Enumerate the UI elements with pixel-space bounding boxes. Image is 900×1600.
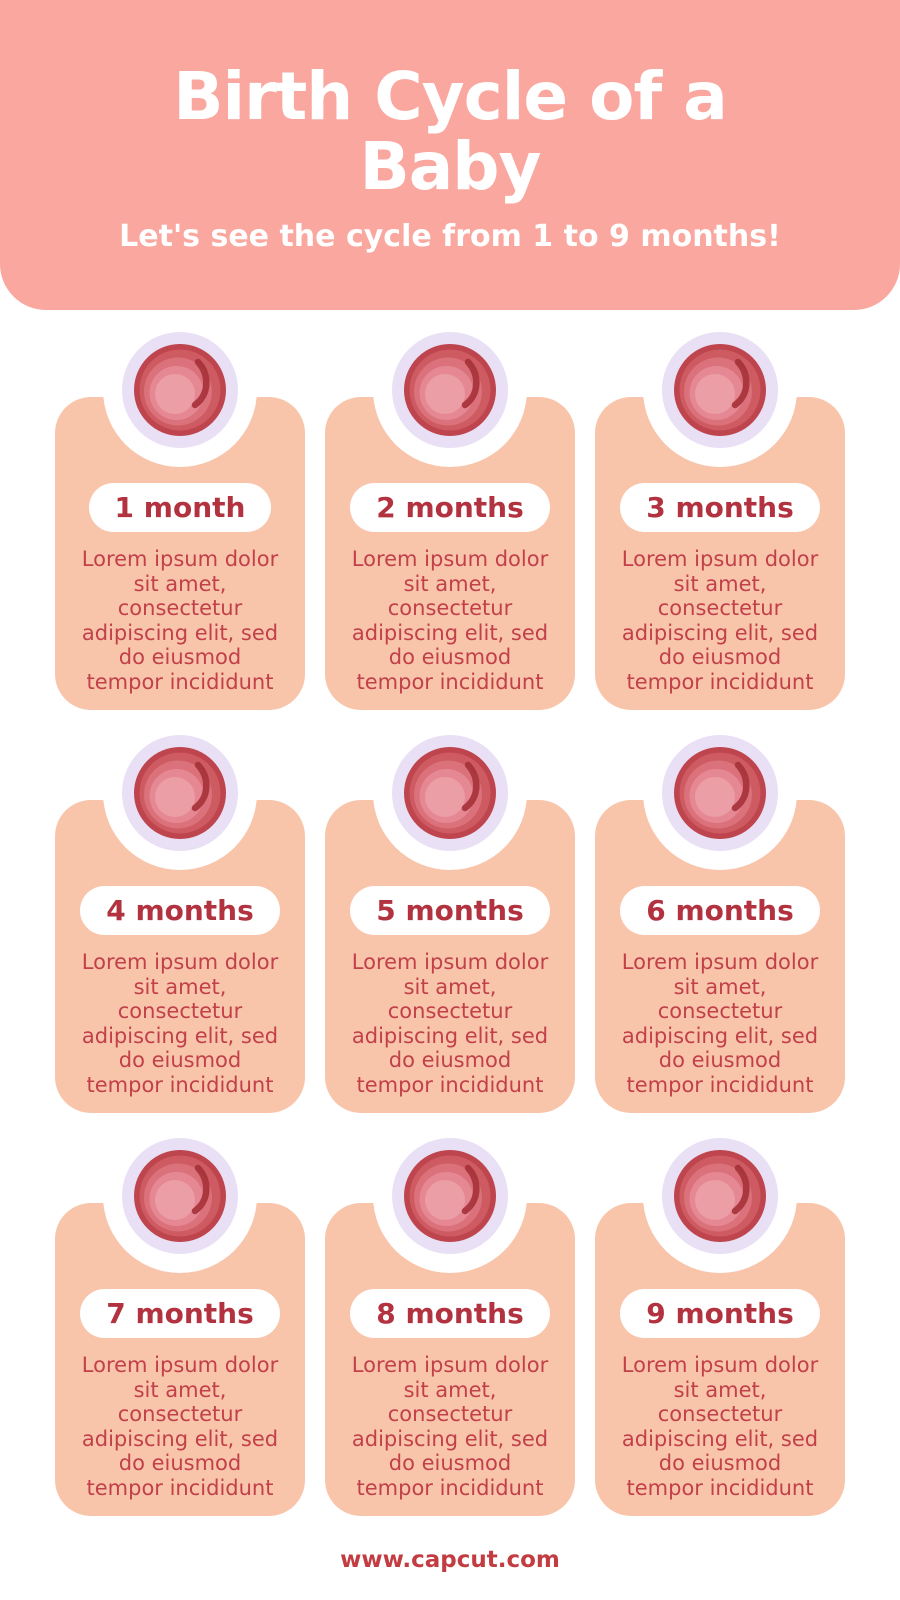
month-card-8: 8 months Lorem ipsum dolor sit amet, con…: [325, 1119, 575, 1516]
month-label-pill: 9 months: [620, 1289, 820, 1338]
footer: www.capcut.com: [0, 1547, 900, 1573]
page-title: Birth Cycle of a Baby: [173, 58, 728, 205]
womb-illustration: [122, 1138, 238, 1254]
month-label: 4 months: [106, 894, 254, 927]
fetus-month-9-icon: [662, 1138, 778, 1254]
card-description: Lorem ipsum dolor sit amet, consectetur …: [81, 1353, 279, 1500]
card-description: Lorem ipsum dolor sit amet, consectetur …: [621, 950, 819, 1097]
womb-illustration: [122, 332, 238, 448]
month-card-1: 1 month Lorem ipsum dolor sit amet, cons…: [55, 313, 305, 710]
month-label-pill: 6 months: [620, 886, 820, 935]
month-card-4: 4 months Lorem ipsum dolor sit amet, con…: [55, 716, 305, 1113]
month-label-pill: 3 months: [620, 483, 820, 532]
month-label: 6 months: [646, 894, 794, 927]
womb-illustration: [662, 332, 778, 448]
month-label: 2 months: [376, 491, 524, 524]
womb-illustration: [392, 332, 508, 448]
card-description: Lorem ipsum dolor sit amet, consectetur …: [621, 547, 819, 694]
fetus-month-8-icon: [392, 1138, 508, 1254]
month-label: 9 months: [646, 1297, 794, 1330]
website-link[interactable]: www.capcut.com: [340, 1547, 560, 1573]
fetus-month-1-icon: [122, 332, 238, 448]
fetus-month-7-icon: [122, 1138, 238, 1254]
fetus-month-6-icon: [662, 735, 778, 851]
month-card-3: 3 months Lorem ipsum dolor sit amet, con…: [595, 313, 845, 710]
month-card-5: 5 months Lorem ipsum dolor sit amet, con…: [325, 716, 575, 1113]
womb-illustration: [662, 1138, 778, 1254]
month-label: 8 months: [376, 1297, 524, 1330]
month-label: 7 months: [106, 1297, 254, 1330]
womb-illustration: [392, 735, 508, 851]
month-label: 5 months: [376, 894, 524, 927]
card-description: Lorem ipsum dolor sit amet, consectetur …: [351, 950, 549, 1097]
month-label: 3 months: [646, 491, 794, 524]
womb-illustration: [122, 735, 238, 851]
month-card-2: 2 months Lorem ipsum dolor sit amet, con…: [325, 313, 575, 710]
card-description: Lorem ipsum dolor sit amet, consectetur …: [621, 1353, 819, 1500]
cards-grid: 1 month Lorem ipsum dolor sit amet, cons…: [55, 313, 845, 1516]
month-card-6: 6 months Lorem ipsum dolor sit amet, con…: [595, 716, 845, 1113]
month-label-pill: 1 month: [88, 483, 272, 532]
month-card-7: 7 months Lorem ipsum dolor sit amet, con…: [55, 1119, 305, 1516]
month-label: 1 month: [114, 491, 246, 524]
month-card-9: 9 months Lorem ipsum dolor sit amet, con…: [595, 1119, 845, 1516]
card-description: Lorem ipsum dolor sit amet, consectetur …: [81, 950, 279, 1097]
header: Birth Cycle of a Baby Let's see the cycl…: [0, 0, 900, 310]
card-description: Lorem ipsum dolor sit amet, consectetur …: [81, 547, 279, 694]
month-label-pill: 2 months: [350, 483, 550, 532]
womb-illustration: [662, 735, 778, 851]
womb-illustration: [392, 1138, 508, 1254]
fetus-month-5-icon: [392, 735, 508, 851]
card-description: Lorem ipsum dolor sit amet, consectetur …: [351, 1353, 549, 1500]
page-subtitle: Let's see the cycle from 1 to 9 months!: [119, 218, 781, 254]
fetus-month-2-icon: [392, 332, 508, 448]
fetus-month-3-icon: [662, 332, 778, 448]
card-description: Lorem ipsum dolor sit amet, consectetur …: [351, 547, 549, 694]
month-label-pill: 8 months: [350, 1289, 550, 1338]
month-label-pill: 7 months: [80, 1289, 280, 1338]
fetus-month-4-icon: [122, 735, 238, 851]
month-label-pill: 5 months: [350, 886, 550, 935]
month-label-pill: 4 months: [80, 886, 280, 935]
